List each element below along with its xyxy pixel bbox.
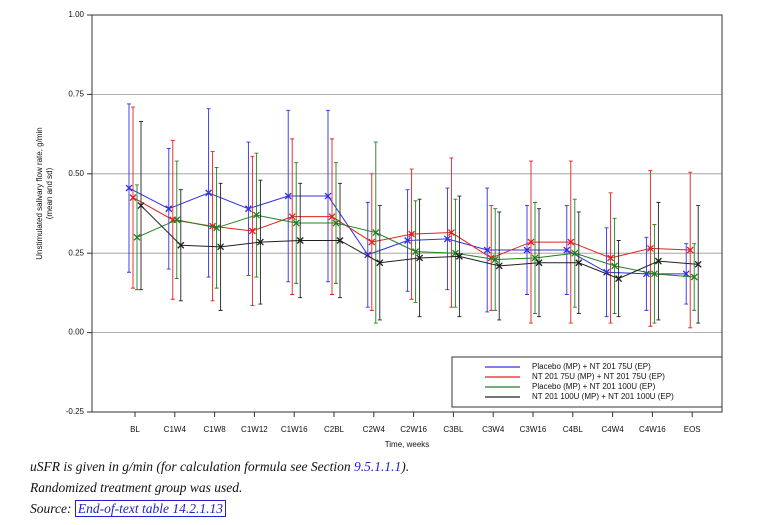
x-tick-label: C2W16 <box>400 425 427 434</box>
legend-label: NT 201 100U (MP) + NT 201 100U (EP) <box>532 392 674 401</box>
x-tick-label: C2W4 <box>363 425 386 434</box>
marker <box>372 229 380 237</box>
marker <box>252 211 260 219</box>
chart: 1.00 0.75 0.50 0.25 0.00 -0.25 BL C1W4 C1W8 C1W12… <box>35 10 723 449</box>
marker <box>535 259 543 267</box>
y-axis-label: Unstimulated salivary flow rate, g/min <box>35 127 44 260</box>
marker <box>487 254 495 262</box>
marker <box>567 238 575 246</box>
marker <box>607 254 615 262</box>
marker <box>332 219 340 227</box>
note: Source: End-of-text table 14.2.1.13 <box>30 498 409 519</box>
marker <box>654 257 662 265</box>
y-tick-label: -0.25 <box>66 407 85 416</box>
marker <box>694 260 702 268</box>
marker <box>248 227 256 235</box>
marker <box>527 238 535 246</box>
marker <box>213 224 221 232</box>
marker <box>336 237 344 244</box>
legend-box <box>451 356 723 408</box>
y-tick-label: 1.00 <box>68 10 84 19</box>
x-tick-label: C2BL <box>324 425 345 434</box>
marker <box>615 275 623 283</box>
x-tick-label: C3BL <box>443 425 464 434</box>
marker <box>646 244 654 252</box>
marker <box>412 248 420 256</box>
marker <box>483 246 491 254</box>
legend-label: Placebo (MP) + NT 201 75U (EP) <box>532 362 651 371</box>
link[interactable]: 9.5.1.1.1 <box>353 459 402 474</box>
marker <box>491 256 499 264</box>
marker <box>133 233 141 241</box>
marker <box>523 246 531 254</box>
marker <box>443 235 451 243</box>
marker <box>256 238 264 246</box>
marker <box>575 259 583 267</box>
x-tick-label: C1W12 <box>241 425 268 434</box>
series <box>133 141 698 324</box>
marker <box>328 213 336 221</box>
y-tick-label: 0.50 <box>68 169 84 178</box>
y-tick-label: 0.25 <box>68 248 84 257</box>
note: Randomized treatment group was used. <box>30 477 409 498</box>
footnotes: uSFR is given in g/min (for calculation … <box>30 456 409 519</box>
marker <box>690 273 698 281</box>
marker <box>571 249 579 257</box>
marker <box>165 205 173 213</box>
x-tick-label: BL <box>130 425 140 434</box>
x-tick-label: C1W16 <box>281 425 308 434</box>
marker <box>447 229 455 237</box>
note-text: Randomized treatment group was used. <box>30 480 243 495</box>
x-tick-label: C4W16 <box>639 425 666 434</box>
marker <box>177 241 185 249</box>
marker <box>408 230 416 238</box>
marker <box>209 222 217 230</box>
marker <box>404 237 412 244</box>
y-tick-label: 0.00 <box>68 328 84 337</box>
legend-label: NT 201 75U (MP) + NT 201 75U (EP) <box>532 372 665 381</box>
x-tick-label: C1W8 <box>203 425 226 434</box>
marker <box>244 205 252 213</box>
series <box>137 120 702 324</box>
marker <box>205 189 213 197</box>
note-text: ). <box>401 459 410 474</box>
marker <box>129 194 137 202</box>
x-tick-label: C4BL <box>563 425 584 434</box>
marker <box>563 246 571 254</box>
marker <box>416 254 424 262</box>
x-tick-label: C3W4 <box>482 425 505 434</box>
x-tick-label: C1W4 <box>164 425 187 434</box>
marker <box>324 192 332 200</box>
marker <box>455 252 463 260</box>
marker <box>495 262 503 270</box>
marker <box>296 237 304 244</box>
plot-frame <box>91 14 723 413</box>
legend-label: Placebo (MP) + NT 201 100U (EP) <box>532 382 656 391</box>
x-tick-label: C3W16 <box>520 425 547 434</box>
marker <box>284 192 292 200</box>
x-axis-label: Time, weeks <box>385 440 430 449</box>
marker <box>125 184 133 192</box>
series <box>125 103 690 318</box>
marker <box>217 243 225 251</box>
marker <box>173 216 181 224</box>
marker <box>686 246 694 254</box>
marker <box>611 262 619 270</box>
marker <box>368 238 376 246</box>
marker <box>292 219 300 227</box>
marker <box>650 270 658 278</box>
marker <box>288 213 296 221</box>
note-text: Source: <box>30 501 75 516</box>
x-tick-label: EOS <box>684 425 701 434</box>
link[interactable]: End-of-text table 14.2.1.13 <box>74 500 226 517</box>
series <box>129 106 694 329</box>
marker <box>376 259 384 267</box>
y-tick-label: 0.75 <box>68 90 84 99</box>
note: uSFR is given in g/min (for calculation … <box>30 456 409 477</box>
x-tick-label: C4W4 <box>601 425 624 434</box>
note-text: uSFR is given in g/min (for calculation … <box>30 459 354 474</box>
marker <box>137 202 145 210</box>
y-axis-label: (mean and sd) <box>45 167 54 219</box>
